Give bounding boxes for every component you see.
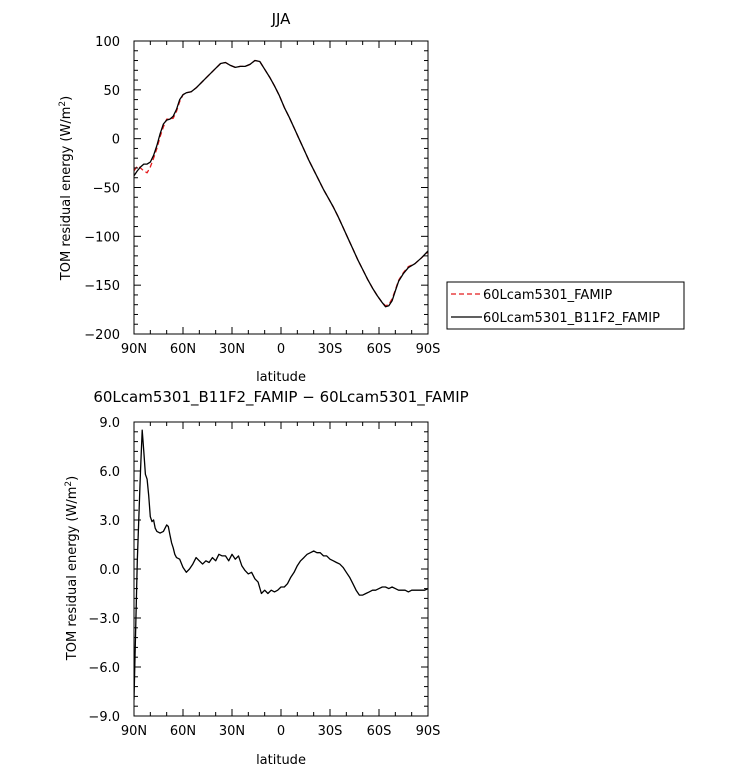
top-title: JJA [271, 10, 292, 28]
bottom-xlabel: latitude [256, 753, 306, 768]
legend-label-famip: 60Lcam5301_FAMIP [483, 288, 612, 303]
x-tick-label: 60S [367, 724, 392, 739]
x-tick-label: 30S [318, 724, 343, 739]
y-tick-label: −50 [93, 182, 120, 197]
bottom-title: 60Lcam5301_B11F2_FAMIP − 60Lcam5301_FAMI… [93, 388, 468, 407]
plot-frame [133, 421, 429, 717]
y-tick-label: 0.0 [99, 563, 120, 578]
x-tick-label: 60N [170, 342, 196, 357]
top-xlabel: latitude [256, 370, 306, 385]
bottom-plot-area: 90N 60N 30N 0 30S 60S 90S 9.0 6.0 3.0 0.0 −3.0 −6.0 −… [88, 416, 440, 739]
series-line-60lcam5301-famip [134, 59, 428, 307]
top-panel: JJA 90N 60N 30N 0 30S 60S 90S 100 50 0 −50 −100 −150… [58, 10, 685, 385]
y-tick-label: 3.0 [99, 514, 120, 529]
y-tick-label: 0 [112, 133, 120, 148]
top-plot-area: 90N 60N 30N 0 30S 60S 90S 100 50 0 −50 −100 −150 −200 [84, 35, 440, 357]
top-legend: 60Lcam5301_FAMIP 60Lcam5301_B11F2_FAMIP [446, 281, 685, 330]
x-tick-label: 90S [416, 724, 441, 739]
plot-frame [133, 40, 429, 335]
bottom-panel: 60Lcam5301_B11F2_FAMIP − 60Lcam5301_FAMI… [64, 388, 469, 768]
x-tick-label: 30N [219, 724, 245, 739]
top-ylabel: TOM residual energy (W/m2) [58, 96, 74, 281]
bottom-ylabel: TOM residual energy (W/m2) [64, 476, 80, 661]
legend-label-b11f2: 60Lcam5301_B11F2_FAMIP [483, 311, 660, 326]
y-tick-label: 6.0 [99, 465, 120, 480]
x-tick-label: 0 [277, 724, 285, 739]
y-tick-label: 100 [95, 35, 120, 50]
y-tick-label: −6.0 [88, 661, 120, 676]
x-tick-label: 30S [318, 342, 343, 357]
x-tick-label: 90N [121, 342, 147, 357]
series-line-60lcam5301-b11f2-famip [134, 59, 428, 308]
x-tick-label: 60S [367, 342, 392, 357]
x-tick-label: 30N [219, 342, 245, 357]
legend-box [446, 281, 685, 330]
x-tick-label: 90N [121, 724, 147, 739]
y-tick-label: 9.0 [99, 416, 120, 431]
x-tick-label: 0 [277, 342, 285, 357]
y-tick-label: −100 [84, 230, 120, 245]
y-tick-label: −200 [84, 328, 120, 343]
x-tick-label: 90S [416, 342, 441, 357]
series-line-difference [134, 429, 428, 700]
x-tick-label: 60N [170, 724, 196, 739]
y-tick-label: −9.0 [88, 710, 120, 725]
y-tick-label: −3.0 [88, 612, 120, 627]
y-tick-label: 50 [103, 84, 120, 99]
y-tick-label: −150 [84, 279, 120, 294]
